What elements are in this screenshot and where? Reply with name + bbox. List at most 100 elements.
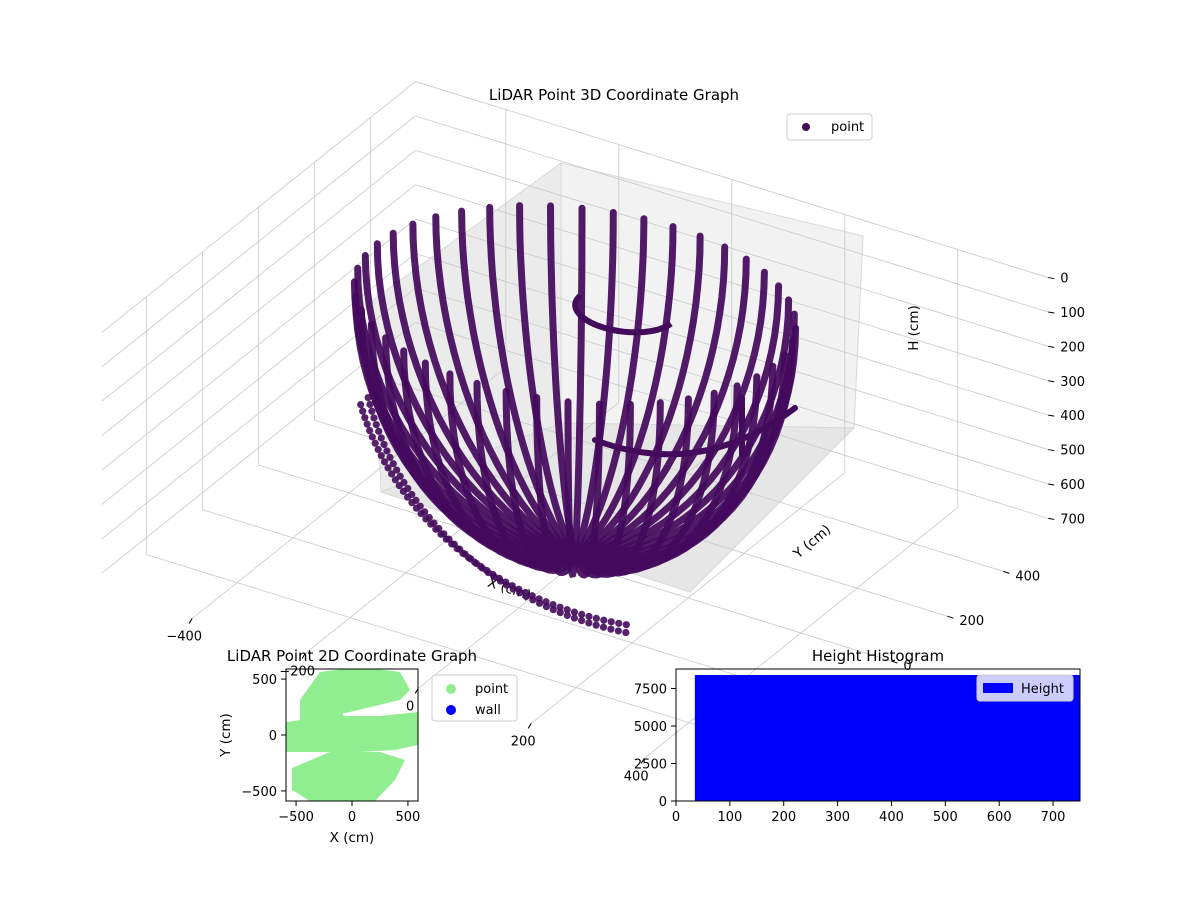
side-arc <box>592 405 798 458</box>
x-tick-label-3d: −400 <box>166 629 202 644</box>
y-tick-3d <box>1003 570 1010 574</box>
outer-arc-point <box>368 407 376 415</box>
dome-arc <box>571 232 704 560</box>
dome-arc <box>409 220 579 560</box>
z-axis-label-3d: H (cm) <box>906 305 922 351</box>
dome-arc <box>571 310 798 560</box>
grid-back-z <box>415 115 1049 313</box>
legend-2d-marker-wall <box>446 705 456 715</box>
grid-left-z <box>101 115 416 368</box>
z-tick-3d <box>1048 483 1055 486</box>
grid-left-z <box>101 253 416 505</box>
outer-arc-point <box>368 433 376 441</box>
grid-left-z <box>101 184 416 436</box>
x-tick-label-2d: −500 <box>278 810 314 825</box>
legend-3d-marker <box>802 123 810 131</box>
ticks-2d: −500 0 500 500 0 −500 <box>241 673 420 825</box>
z-tick-label-3d: 100 <box>1060 306 1085 321</box>
outer-arc-point <box>388 470 396 478</box>
legend-histogram-swatch <box>983 683 1013 693</box>
outer-arc-point <box>592 621 600 629</box>
y-tick-3d <box>947 615 954 619</box>
x-tick-label-3d: −200 <box>279 664 315 679</box>
dome-arc <box>389 229 579 560</box>
outer-arc-point <box>615 619 623 627</box>
outer-arc-point <box>393 466 401 474</box>
outer-arc-point <box>484 568 492 577</box>
outer-arc-point <box>372 421 380 429</box>
x-tick-3d <box>640 758 645 764</box>
outer-arc-point <box>549 600 557 609</box>
y-tick-label-histogram: 0 <box>659 795 667 810</box>
outer-arc-point <box>416 502 424 510</box>
chart-2d: LiDAR Point 2D Coordinate Graph −500 0 500… <box>218 647 518 846</box>
legend-3d: point <box>786 113 873 141</box>
outer-arc-point <box>377 434 385 442</box>
outer-arc-point <box>359 407 367 415</box>
outer-arc-point <box>400 478 408 487</box>
outer-arc-point <box>450 540 458 548</box>
dome-arc <box>571 282 783 560</box>
legend-2d-marker-point <box>446 684 456 694</box>
z-tick-3d <box>1048 517 1055 520</box>
y-tick-3d <box>891 660 898 664</box>
y-tick-label-3d: 0 <box>903 659 911 674</box>
x-tick-3d <box>527 723 532 729</box>
z-tick-3d <box>1048 345 1055 348</box>
outer-arc-point <box>435 524 443 533</box>
outer-arc-point <box>529 596 537 604</box>
dome-arc <box>564 398 579 579</box>
y-axis-label-2d: Y (cm) <box>218 713 234 758</box>
outer-arc-point <box>467 555 475 563</box>
z-tick-3d <box>1048 277 1055 280</box>
z-tick-3d <box>1048 449 1055 452</box>
outer-arc-point <box>380 440 388 449</box>
x-tick-label-histogram: 700 <box>1041 810 1066 825</box>
x-tick-label-3d: 0 <box>406 699 414 714</box>
outer-arc-point <box>509 585 517 593</box>
dome-arc <box>571 400 603 579</box>
x-tick-label-histogram: 300 <box>825 810 850 825</box>
outer-arc-point <box>377 452 385 460</box>
outer-arc-point <box>478 564 486 572</box>
x-tick-label-3d: 400 <box>624 769 649 784</box>
outer-arc-point <box>585 612 593 621</box>
dome-arc <box>571 223 677 560</box>
x-tick-3d <box>188 618 193 624</box>
outer-arc-point <box>421 508 429 516</box>
outer-arc-point <box>370 414 378 422</box>
outer-arc-point <box>570 614 579 622</box>
outer-arc-point <box>461 550 469 558</box>
y-tick-label-histogram: 2500 <box>634 758 667 773</box>
grid-left-z <box>101 150 416 402</box>
z-tick-3d <box>1048 414 1055 417</box>
dome-arc <box>571 243 729 560</box>
outer-arc-point <box>535 599 544 607</box>
z-tick-label-3d: 400 <box>1060 409 1085 424</box>
outer-arc-point <box>366 400 374 409</box>
chart-3d: LiDAR Point 3D Coordinate Graph X (cm) Y… <box>101 81 1085 784</box>
grid-left-z <box>101 81 416 333</box>
dome-arc <box>533 394 579 577</box>
outer-arc-point <box>607 618 615 626</box>
grid-back-z <box>415 287 1049 485</box>
outer-arc-point <box>542 602 551 611</box>
y-tick-label-2d: 500 <box>252 673 277 688</box>
outer-arc-point <box>578 617 586 625</box>
legend-2d-label-wall: wall <box>475 703 501 718</box>
outer-arc-point <box>549 606 557 614</box>
outer-arc-point <box>556 603 564 611</box>
outer-arc-point <box>375 427 383 435</box>
chart-3d-title: LiDAR Point 3D Coordinate Graph <box>489 86 739 104</box>
outer-arc-point <box>516 589 524 597</box>
z-tick-label-3d: 600 <box>1060 478 1085 493</box>
point-region-2d-joint <box>300 706 345 730</box>
outer-arc-point <box>404 484 412 493</box>
y-tick-label-3d: 400 <box>1015 569 1040 584</box>
y-tick-label-histogram: 7500 <box>634 683 667 698</box>
x-tick-label-histogram: 500 <box>933 810 958 825</box>
x-tick-label-2d: 0 <box>348 810 356 825</box>
series-point-2d <box>286 669 418 801</box>
outer-arc-point <box>363 420 371 428</box>
outer-arc-point <box>386 453 394 461</box>
